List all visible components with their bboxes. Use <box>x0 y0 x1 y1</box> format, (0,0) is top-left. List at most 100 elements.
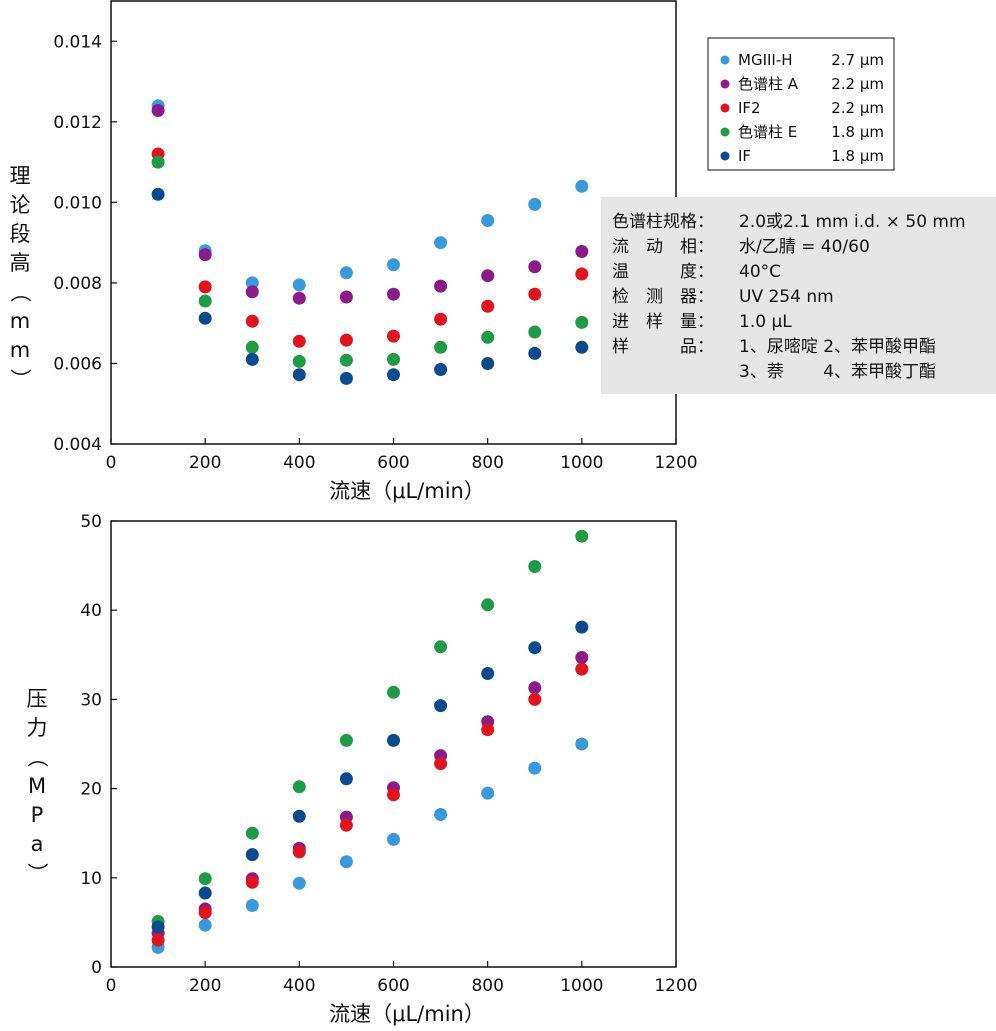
data-point <box>528 761 542 775</box>
plate-height-plot-points <box>151 99 589 385</box>
condition-label: 进 样 量： <box>612 312 714 332</box>
data-point <box>434 340 448 354</box>
x-tick-label: 800 <box>471 976 503 996</box>
data-point <box>481 269 495 283</box>
data-point <box>387 685 400 699</box>
x-tick-label: 600 <box>377 453 409 473</box>
y-axis-title-char: P <box>31 803 44 827</box>
legend-particle-size: 2.2 μm <box>831 99 884 117</box>
y-axis-title-char: 力 <box>27 716 48 740</box>
data-point <box>339 855 353 869</box>
legend-particle-size: 1.8 μm <box>831 123 884 141</box>
data-point <box>387 329 400 343</box>
data-point <box>245 848 259 862</box>
x-axis-title: 流速（μL/min） <box>329 479 485 503</box>
data-point <box>528 197 542 211</box>
data-point <box>339 772 353 786</box>
data-point <box>575 662 589 676</box>
y-tick-label: 0.006 <box>53 354 102 374</box>
data-point <box>387 258 400 272</box>
data-point <box>339 818 353 832</box>
x-axis-title: 流速（μL/min） <box>329 1002 485 1026</box>
condition-label: 样 品： <box>612 337 714 357</box>
y-axis-title-char: M <box>28 774 46 798</box>
data-point <box>198 280 212 294</box>
y-axis-title-char: （ <box>8 282 32 303</box>
y-tick-label: 0.014 <box>53 32 102 52</box>
data-point <box>528 692 542 706</box>
data-point <box>245 340 259 354</box>
data-point <box>434 279 448 293</box>
legend: MGIII-H 2.7 μm 色谱柱 A 2.2 μm IF2 2.2 μm 色谱柱 E 1.… <box>707 37 895 171</box>
pressure-plot: 0 200 400 600 800 1000 1200 0 10 20 30 40 50 流速（μL/m… <box>25 512 698 1026</box>
condition-value: 1、尿嘧啶 2、苯甲酸甲酯 <box>739 337 936 357</box>
data-point <box>434 757 448 771</box>
data-point <box>528 346 542 360</box>
data-point <box>575 179 589 193</box>
data-point <box>339 266 353 280</box>
legend-marker <box>720 79 730 89</box>
x-tick-label: 800 <box>471 453 503 473</box>
data-point <box>575 737 589 751</box>
y-tick-label: 50 <box>80 512 102 532</box>
data-point <box>528 325 542 339</box>
y-tick-label: 0.008 <box>53 274 102 294</box>
data-point <box>292 368 306 382</box>
legend-marker <box>720 127 730 137</box>
data-point <box>575 620 589 634</box>
legend-marker <box>720 151 730 161</box>
condition-value: 3、萘 4、苯甲酸丁酯 <box>739 362 936 382</box>
data-point <box>387 788 400 802</box>
data-point <box>387 352 400 366</box>
data-point <box>198 918 212 932</box>
y-axis-title-char: 压 <box>27 687 48 711</box>
x-tick-label: 400 <box>283 453 315 473</box>
legend-particle-size: 2.2 μm <box>831 75 884 93</box>
legend-particle-size: 1.8 μm <box>831 147 884 165</box>
legend-particle-size: 2.7 μm <box>831 51 884 69</box>
data-point <box>481 299 495 313</box>
data-point <box>151 187 165 201</box>
data-point <box>339 733 353 747</box>
data-point <box>292 291 306 305</box>
data-point <box>198 311 212 325</box>
data-point <box>387 733 400 747</box>
data-point <box>575 267 589 281</box>
y-tick-label: 0.012 <box>53 113 102 133</box>
data-point <box>292 334 306 348</box>
legend-marker <box>720 55 730 65</box>
data-point <box>434 640 448 654</box>
data-point <box>528 681 542 695</box>
data-point <box>481 214 495 227</box>
data-point <box>434 699 448 713</box>
x-tick-label: 1200 <box>654 453 697 473</box>
x-tick-label: 600 <box>377 976 409 996</box>
data-point <box>292 278 306 292</box>
data-point <box>528 287 542 301</box>
data-point <box>575 529 589 543</box>
data-point <box>151 933 165 947</box>
data-point <box>292 876 306 890</box>
y-axis-title-char: 理 <box>10 164 31 188</box>
data-point <box>481 330 495 344</box>
data-point <box>245 276 259 290</box>
data-point <box>151 155 165 169</box>
data-point <box>387 287 400 301</box>
data-point <box>528 560 542 573</box>
data-point <box>387 832 400 846</box>
data-point <box>198 906 212 920</box>
condition-label: 流 动 相： <box>612 237 714 257</box>
data-point <box>245 899 259 912</box>
x-tick-label: 0 <box>106 453 117 473</box>
conditions-panel: 色谱柱规格： 2.0或2.1 mm i.d. × 50 mm 流 动 相： 水/乙腈 … <box>601 197 996 394</box>
data-point <box>481 786 495 800</box>
y-axis-title-char: m <box>10 309 30 333</box>
data-point <box>245 875 259 889</box>
data-point <box>198 248 212 262</box>
data-point <box>339 353 353 367</box>
data-point <box>245 352 259 366</box>
legend-series-name: 色谱柱 E <box>738 123 797 141</box>
y-axis-title-char: m <box>10 338 30 362</box>
data-point <box>292 845 306 859</box>
